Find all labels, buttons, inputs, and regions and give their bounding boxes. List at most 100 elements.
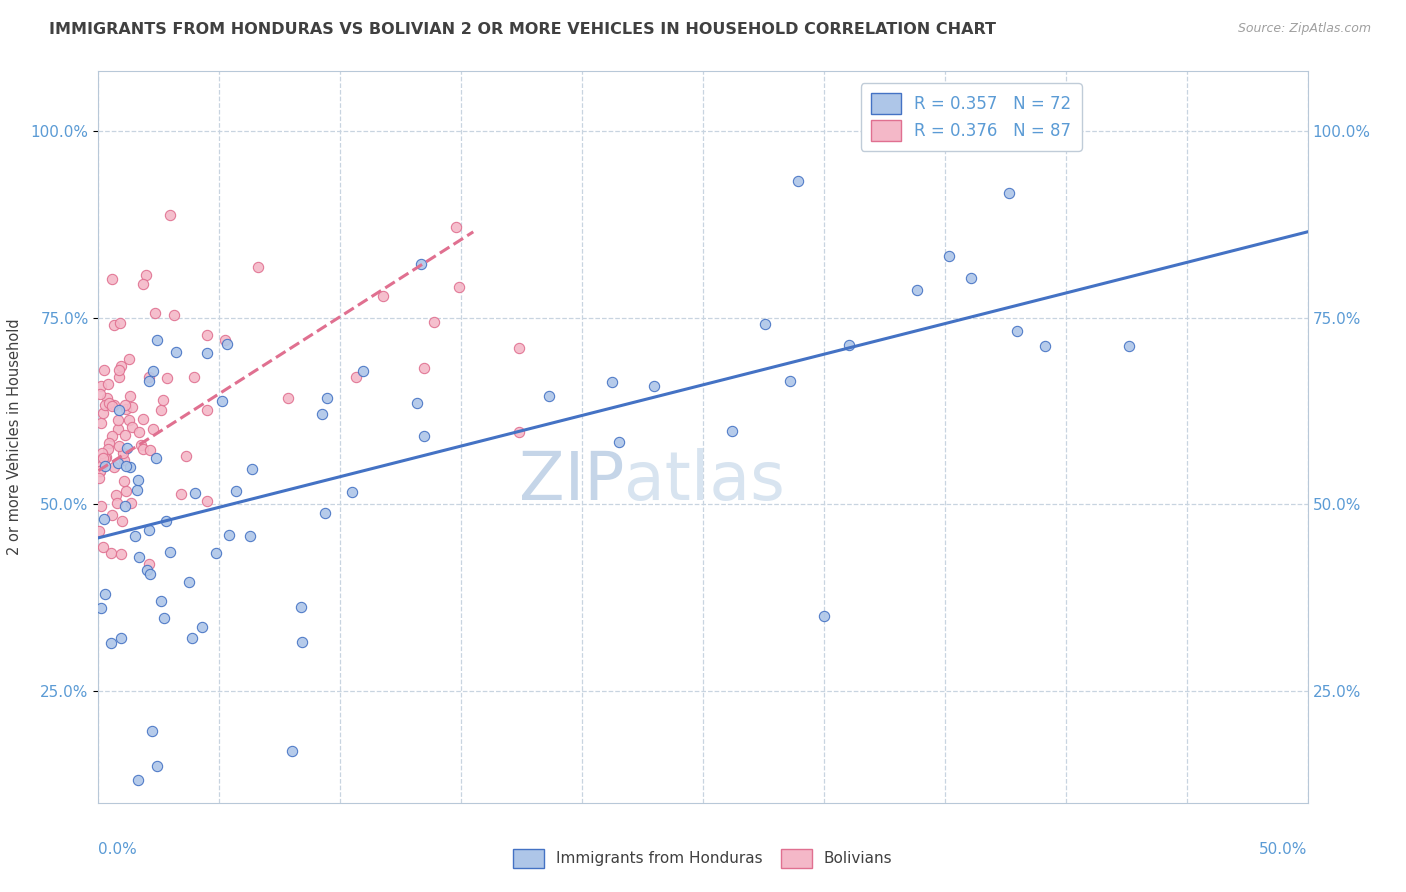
Point [422, 314, 444, 328]
Point [107, 413, 129, 427]
Point [444, 219, 467, 234]
Point [242, 462, 264, 476]
Point [114, 458, 136, 473]
Point [314, 506, 336, 520]
Point [139, 566, 162, 581]
Point [191, 619, 214, 633]
Point [107, 363, 129, 377]
Point [105, 496, 128, 510]
Point [195, 346, 218, 360]
Point [218, 528, 240, 542]
Point [152, 392, 174, 407]
Point [91, 458, 114, 473]
Point [340, 485, 363, 500]
Point [195, 494, 218, 508]
Point [90, 379, 112, 393]
Point [135, 268, 157, 282]
Point [905, 283, 928, 297]
Point [214, 333, 236, 347]
Point [128, 549, 150, 564]
Point [136, 563, 159, 577]
Point [114, 427, 136, 442]
Point [91, 541, 114, 555]
Point [277, 391, 299, 405]
Point [132, 442, 155, 457]
Point [129, 437, 152, 451]
Point [127, 473, 149, 487]
Point [112, 452, 135, 467]
Point [159, 544, 181, 558]
Point [103, 460, 125, 475]
Point [93, 512, 115, 526]
Point [114, 398, 136, 412]
Y-axis label: 2 or more Vehicles in Household: 2 or more Vehicles in Household [7, 318, 22, 556]
Point [131, 412, 153, 426]
Point [411, 257, 433, 271]
Point [938, 249, 960, 263]
Point [115, 442, 138, 456]
Point [721, 424, 744, 438]
Point [103, 318, 125, 332]
Point [138, 375, 160, 389]
Point [143, 306, 166, 320]
Point [108, 316, 131, 330]
Point [195, 328, 218, 343]
Point [508, 341, 530, 355]
Text: Source: ZipAtlas.com: Source: ZipAtlas.com [1237, 22, 1371, 36]
Point [91, 446, 114, 460]
Point [600, 375, 623, 389]
Point [104, 488, 127, 502]
Point [779, 374, 801, 388]
Legend: Immigrants from Honduras, Bolivians: Immigrants from Honduras, Bolivians [508, 843, 898, 873]
Point [89, 464, 111, 478]
Point [107, 369, 129, 384]
Point [174, 449, 197, 463]
Point [87, 524, 110, 539]
Point [183, 485, 205, 500]
Point [93, 398, 115, 412]
Point [120, 459, 142, 474]
Point [177, 574, 200, 589]
Text: 0.0%: 0.0% [98, 842, 138, 856]
Point [132, 277, 155, 291]
Point [225, 483, 247, 498]
Legend: R = 0.357   N = 72, R = 0.376   N = 87: R = 0.357 N = 72, R = 0.376 N = 87 [860, 83, 1081, 151]
Point [111, 445, 134, 459]
Point [165, 344, 187, 359]
Point [142, 364, 165, 378]
Point [1118, 339, 1140, 353]
Point [125, 483, 148, 497]
Point [107, 402, 129, 417]
Point [352, 364, 374, 378]
Point [156, 371, 179, 385]
Point [413, 360, 436, 375]
Point [89, 386, 111, 401]
Point [169, 487, 191, 501]
Point [138, 557, 160, 571]
Point [344, 370, 367, 384]
Point [181, 631, 204, 645]
Point [96, 450, 118, 464]
Point [93, 406, 115, 420]
Point [150, 594, 173, 608]
Point [120, 388, 142, 402]
Point [139, 442, 162, 457]
Point [1033, 339, 1056, 353]
Point [183, 370, 205, 384]
Point [538, 389, 561, 403]
Text: ZIP: ZIP [519, 448, 624, 514]
Point [107, 422, 129, 436]
Point [247, 260, 270, 275]
Point [163, 309, 186, 323]
Point [115, 401, 138, 416]
Text: 50.0%: 50.0% [1260, 842, 1308, 856]
Point [315, 392, 337, 406]
Text: IMMIGRANTS FROM HONDURAS VS BOLIVIAN 2 OR MORE VEHICLES IN HOUSEHOLD CORRELATION: IMMIGRANTS FROM HONDURAS VS BOLIVIAN 2 O… [49, 22, 997, 37]
Point [89, 464, 111, 478]
Point [239, 529, 262, 543]
Point [1005, 324, 1028, 338]
Point [155, 514, 177, 528]
Point [89, 471, 111, 485]
Point [607, 434, 630, 449]
Point [291, 635, 314, 649]
